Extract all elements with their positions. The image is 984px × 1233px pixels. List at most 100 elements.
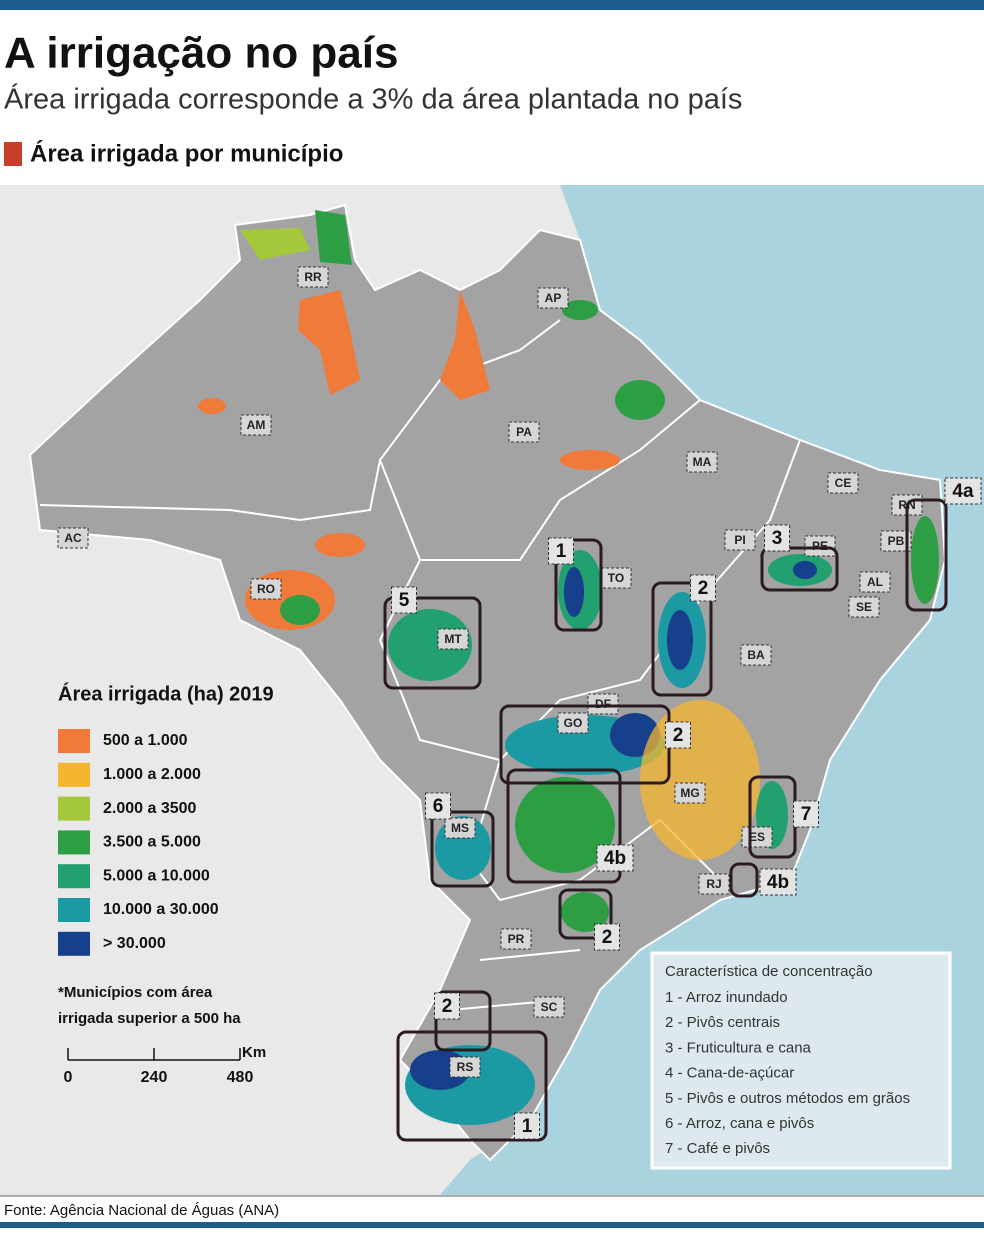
scale-label: 240 xyxy=(141,1069,168,1086)
country-shape xyxy=(28,203,947,1162)
state-label: PA xyxy=(516,425,532,439)
state-label: PE xyxy=(812,539,828,553)
area xyxy=(667,610,693,670)
area xyxy=(440,290,490,400)
area xyxy=(280,595,320,625)
region-tag xyxy=(548,537,574,565)
area xyxy=(515,777,615,873)
state-label: PI xyxy=(734,533,745,547)
state-box xyxy=(57,527,89,549)
state-label: AM xyxy=(247,418,266,432)
region-label: 6 xyxy=(433,796,444,817)
state-box xyxy=(240,414,272,436)
source: Fonte: Agência Nacional de Águas (ANA) xyxy=(4,1202,279,1219)
state-label: CE xyxy=(835,476,852,490)
state-box xyxy=(500,928,532,950)
legend-note: *Municípios com área xyxy=(58,984,213,1001)
subtitle: Área irrigada corresponde a 3% da área p… xyxy=(4,83,742,116)
state-box xyxy=(533,996,565,1018)
region-box xyxy=(396,1030,548,1142)
top-bar xyxy=(0,0,984,10)
state-label: MA xyxy=(693,455,712,469)
area xyxy=(560,450,620,470)
state-label: MT xyxy=(444,632,462,646)
region-box xyxy=(506,768,622,884)
state-label: AP xyxy=(545,291,562,305)
concentration-regions: 1 2 3 4a 5 2 4b 6 7 4b 2 2 1 xyxy=(383,477,982,1142)
region-tag xyxy=(596,844,634,872)
state-box xyxy=(444,817,476,839)
region-tag xyxy=(764,524,790,552)
state-label: ES xyxy=(749,830,765,844)
bottom-bar xyxy=(0,1222,984,1228)
legend-items: 500 a 1.000 1.000 a 2.000 2.000 a 3500 3.50… xyxy=(58,729,219,956)
concentration-item: 4 - Cana-de-açúcar xyxy=(665,1065,794,1082)
state-box xyxy=(724,529,756,551)
state-box xyxy=(674,782,706,804)
region-label: 3 xyxy=(772,528,783,549)
region-box xyxy=(434,990,492,1052)
concentration-item: 7 - Café e pivôs xyxy=(665,1140,770,1157)
region-label: 5 xyxy=(399,590,410,611)
concentration-panel xyxy=(650,951,952,1170)
legend-label: 1.000 a 2.000 xyxy=(103,766,201,783)
area xyxy=(615,380,665,420)
region-label: 4b xyxy=(604,848,626,869)
area xyxy=(564,567,584,617)
state-label: PB xyxy=(888,534,905,548)
region-box xyxy=(729,862,759,898)
state-box xyxy=(587,693,619,715)
legend-label: 3.500 a 5.000 xyxy=(103,834,201,851)
state-label: MS xyxy=(451,821,469,835)
area xyxy=(561,892,609,932)
region-tag xyxy=(514,1112,540,1140)
state-box xyxy=(437,628,469,650)
concentration-item: 2 - Pivôs centrais xyxy=(665,1014,780,1031)
region-tag xyxy=(665,721,691,749)
region-tag xyxy=(793,800,819,828)
region-box xyxy=(430,810,495,888)
state-box xyxy=(880,530,912,552)
legend-swatch xyxy=(58,931,90,956)
legend-swatch xyxy=(58,762,90,787)
state-box xyxy=(827,472,859,494)
region-box xyxy=(383,596,482,690)
state-label: RO xyxy=(257,582,275,596)
state-label: MG xyxy=(680,786,699,800)
border xyxy=(379,399,701,561)
legend-note: irrigada superior a 500 ha xyxy=(58,1010,241,1027)
legend-label: 5.000 a 10.000 xyxy=(103,867,210,884)
region-box xyxy=(558,888,613,940)
region-label: 2 xyxy=(698,578,709,599)
legend-label: 500 a 1.000 xyxy=(103,732,188,749)
state-box xyxy=(698,873,730,895)
concentration-item: 6 - Arroz, cana e pivôs xyxy=(665,1115,814,1132)
area xyxy=(562,300,598,320)
state-box xyxy=(508,421,540,443)
region-label: 2 xyxy=(602,927,613,948)
state-box xyxy=(297,266,329,288)
area xyxy=(911,516,939,604)
region-box xyxy=(760,546,839,592)
region-label: 2 xyxy=(673,725,684,746)
region-box xyxy=(554,538,603,632)
area xyxy=(793,561,817,579)
state-label: PR xyxy=(508,932,525,946)
concentration-item: 3 - Fruticultura e cana xyxy=(665,1039,812,1056)
section-marker xyxy=(4,142,22,166)
state-box xyxy=(859,571,891,593)
state-box xyxy=(537,287,569,309)
region-label: 1 xyxy=(556,541,567,562)
irrigated-areas xyxy=(198,210,939,1125)
state-box xyxy=(449,1056,481,1078)
concentration-item: 1 - Arroz inundado xyxy=(665,989,788,1006)
concentration-items: 1 - Arroz inundado 2 - Pivôs centrais 3 - … xyxy=(665,989,910,1157)
region-tag xyxy=(425,792,451,820)
region-label: 1 xyxy=(522,1116,533,1137)
legend-swatch xyxy=(58,796,90,821)
area xyxy=(315,210,352,265)
state-box xyxy=(686,451,718,473)
state-box xyxy=(250,578,282,600)
region-tag xyxy=(759,868,797,896)
